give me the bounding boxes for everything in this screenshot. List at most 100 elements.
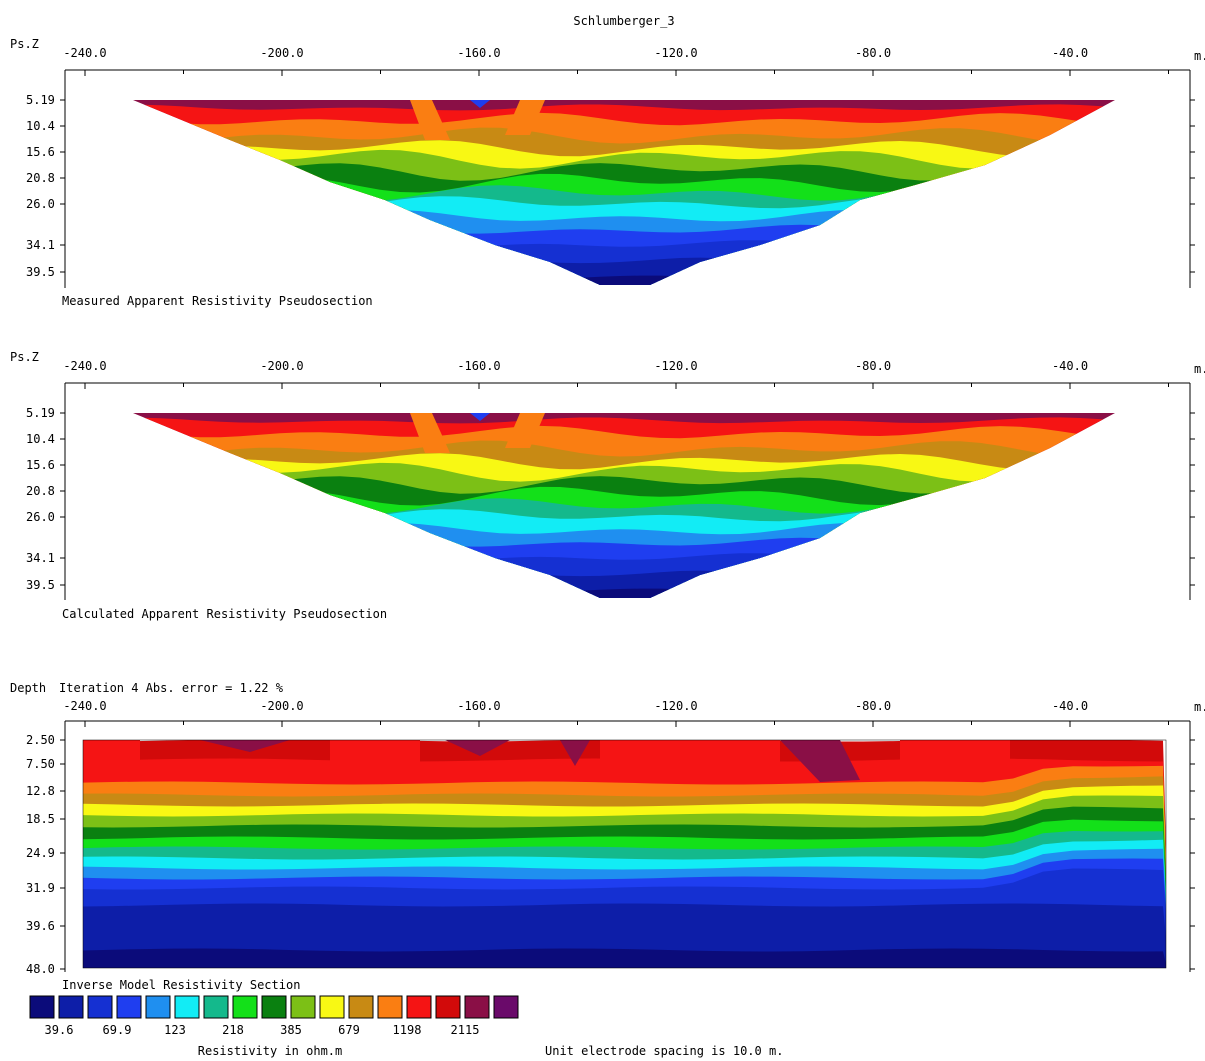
inverse-y-tick-label: 24.9 [26, 846, 55, 860]
measured-y-tick-label: 15.6 [26, 145, 55, 159]
color-legend: 39.6 69.9 123 218 385 679 1198 2115 [29, 995, 519, 1037]
measured-caption: Measured Apparent Resistivity Pseudosect… [62, 294, 373, 308]
measured-pseudosection-panel: Ps.Z m. -240.0 -200.0 -160.0 -120.0 -80.0 -40… [10, 37, 1205, 308]
inverse-x-unit-label: m. [1194, 700, 1205, 714]
legend-swatch [319, 995, 345, 1019]
measured-y-tick-label: 34.1 [26, 238, 55, 252]
legend-tick-label: 218 [222, 1023, 244, 1037]
chart-title: Schlumberger_3 [573, 14, 674, 28]
legend-swatch [174, 995, 200, 1019]
inverse-y-tick-label: 7.50 [26, 757, 55, 771]
inverse-anomaly [445, 740, 510, 756]
legend-swatch [406, 995, 432, 1019]
inverse-x-tick-label: -40.0 [1052, 699, 1088, 713]
inverse-y-tick-label: 2.50 [26, 733, 55, 747]
legend-tick-label: 69.9 [103, 1023, 132, 1037]
inverse-anomaly [900, 740, 1010, 775]
measured-y-axis-label: Ps.Z [10, 37, 39, 51]
measured-x-tick-label: -200.0 [260, 46, 303, 60]
calculated-x-tick-label: -120.0 [654, 359, 697, 373]
inverse-anomaly [600, 740, 780, 770]
inverse-y-tick-label: 39.6 [26, 919, 55, 933]
legend-tick-label: 385 [280, 1023, 302, 1037]
legend-swatch [493, 995, 519, 1019]
inverse-caption: Inverse Model Resistivity Section [62, 978, 300, 992]
measured-x-unit-label: m. [1194, 49, 1205, 63]
calculated-x-tick-label: -40.0 [1052, 359, 1088, 373]
inverse-anomaly [83, 740, 140, 780]
calculated-y-tick-label: 26.0 [26, 510, 55, 524]
calculated-y-tick-label: 39.5 [26, 578, 55, 592]
measured-y-tick-label: 10.4 [26, 119, 55, 133]
legend-swatch [87, 995, 113, 1019]
calculated-x-tick-label: -200.0 [260, 359, 303, 373]
legend-swatch [377, 995, 403, 1019]
inverse-x-tick-label: -120.0 [654, 699, 697, 713]
measured-y-tick-label: 39.5 [26, 265, 55, 279]
calculated-y-tick-label: 20.8 [26, 484, 55, 498]
calculated-anomaly [410, 413, 450, 453]
legend-swatch [261, 995, 287, 1019]
legend-swatch [290, 995, 316, 1019]
inverse-anomaly [200, 740, 290, 752]
legend-tick-label: 39.6 [45, 1023, 74, 1037]
calculated-y-tick-label: 5.19 [26, 406, 55, 420]
measured-x-tick-label: -120.0 [654, 46, 697, 60]
legend-swatch [203, 995, 229, 1019]
measured-x-tick-label: -160.0 [457, 46, 500, 60]
inverse-y-tick-label: 18.5 [26, 812, 55, 826]
measured-x-tick-label: -80.0 [855, 46, 891, 60]
legend-swatch [145, 995, 171, 1019]
calculated-y-tick-label: 15.6 [26, 458, 55, 472]
inverse-contour-band [83, 903, 1166, 968]
measured-y-tick-label: 5.19 [26, 93, 55, 107]
calculated-caption: Calculated Apparent Resistivity Pseudose… [62, 607, 387, 621]
legend-swatch [348, 995, 374, 1019]
legend-tick-label: 2115 [451, 1023, 480, 1037]
calculated-x-unit-label: m. [1194, 362, 1205, 376]
inverse-y-tick-label: 12.8 [26, 784, 55, 798]
inverse-x-tick-label: -240.0 [63, 699, 106, 713]
measured-anomaly [470, 100, 490, 108]
calculated-x-tick-label: -80.0 [855, 359, 891, 373]
legend-swatch [435, 995, 461, 1019]
electrode-spacing-note: Unit electrode spacing is 10.0 m. [545, 1044, 783, 1058]
legend-swatch [58, 995, 84, 1019]
calculated-x-tick-label: -240.0 [63, 359, 106, 373]
inverse-x-tick-label: -80.0 [855, 699, 891, 713]
inverse-y-tick-label: 48.0 [26, 962, 55, 976]
inverse-x-tick-label: -160.0 [457, 699, 500, 713]
measured-y-tick-label: 26.0 [26, 197, 55, 211]
calculated-y-tick-label: 34.1 [26, 551, 55, 565]
inverse-y-tick-label: 31.9 [26, 881, 55, 895]
inverse-contour-band [83, 948, 1166, 968]
measured-y-tick-label: 20.8 [26, 171, 55, 185]
inverse-x-tick-label: -200.0 [260, 699, 303, 713]
inverse-frame [82, 739, 1167, 969]
legend-axis-label: Resistivity in ohm.m [198, 1044, 343, 1058]
legend-swatch [116, 995, 142, 1019]
calculated-anomaly [470, 413, 490, 421]
legend-tick-label: 1198 [393, 1023, 422, 1037]
inverse-anomaly [560, 740, 590, 766]
calculated-x-tick-label: -160.0 [457, 359, 500, 373]
legend-swatch [232, 995, 258, 1019]
inverse-anomaly [780, 740, 860, 782]
legend-swatch [464, 995, 490, 1019]
legend-swatch [29, 995, 55, 1019]
measured-x-tick-label: -240.0 [63, 46, 106, 60]
measured-anomaly [505, 100, 545, 135]
legend-tick-label: 123 [164, 1023, 186, 1037]
calculated-pseudosection-panel: Ps.Z m. -240.0 -200.0 -160.0 -120.0 -80.0 -40… [10, 350, 1205, 621]
inverse-y-axis-label: Depth [10, 681, 46, 695]
legend-tick-label: 679 [338, 1023, 360, 1037]
iteration-label: Iteration 4 Abs. error = 1.22 % [59, 681, 284, 695]
measured-x-tick-label: -40.0 [1052, 46, 1088, 60]
calculated-anomaly [505, 413, 545, 448]
inverse-model-panel: Depth Iteration 4 Abs. error = 1.22 % m.… [10, 681, 1205, 992]
calculated-y-tick-label: 10.4 [26, 432, 55, 446]
inverse-anomaly [330, 740, 420, 770]
calculated-y-axis-label: Ps.Z [10, 350, 39, 364]
measured-anomaly [410, 100, 450, 140]
